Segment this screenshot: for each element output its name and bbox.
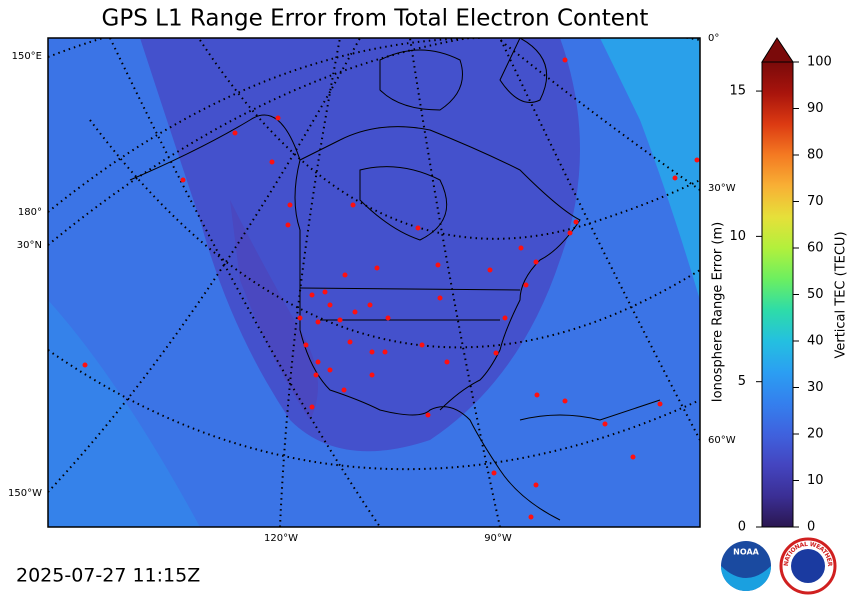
map — [48, 38, 700, 527]
tick-label: 80 — [807, 148, 824, 163]
tick-label: 30 — [807, 380, 824, 395]
graticule-label: 180° — [18, 207, 42, 218]
title: GPS L1 Range Error from Total Electron C… — [102, 6, 649, 32]
tick-label: 0 — [738, 520, 746, 535]
colorbar — [761, 61, 794, 528]
colorbar-right-label: Vertical TEC (TECU) — [834, 231, 849, 358]
tick-label: 90 — [807, 101, 824, 116]
map-frame — [47, 37, 701, 528]
tick-label: 50 — [807, 287, 824, 302]
colorbar-left-label: Ionosphere Range Error (m) — [711, 222, 726, 402]
tick-label: 20 — [807, 427, 824, 442]
graticule-label: 150°E — [12, 51, 42, 62]
tick-label: 5 — [738, 374, 746, 389]
tick-label: 10 — [729, 229, 746, 244]
tick-label: 0 — [807, 520, 815, 535]
graticule-labels: 150°E 180° 30°N 150°W 0° 30°W 60°W 120°W… — [8, 33, 736, 544]
tick-label: 70 — [807, 194, 824, 209]
colorbar-extension — [761, 37, 794, 63]
graticule-label: 30°N — [17, 240, 42, 251]
tick-label: 40 — [807, 334, 824, 349]
graticule-label: 90°W — [484, 533, 512, 544]
noaa-logo: NOAA — [721, 541, 771, 591]
graticule-label: 60°W — [708, 435, 736, 446]
tick-label: 15 — [729, 84, 746, 99]
graticule-label: 0° — [708, 33, 719, 44]
graticule-label: 150°W — [8, 488, 42, 499]
graticule-label: 120°W — [264, 533, 298, 544]
tick-label: 100 — [807, 55, 832, 70]
tick-label: 10 — [807, 473, 824, 488]
tick-label: 60 — [807, 241, 824, 256]
noaa-text: NOAA — [733, 548, 759, 557]
graticule-label: 30°W — [708, 183, 736, 194]
timestamp: 2025-07-27 11:15Z — [16, 565, 200, 587]
